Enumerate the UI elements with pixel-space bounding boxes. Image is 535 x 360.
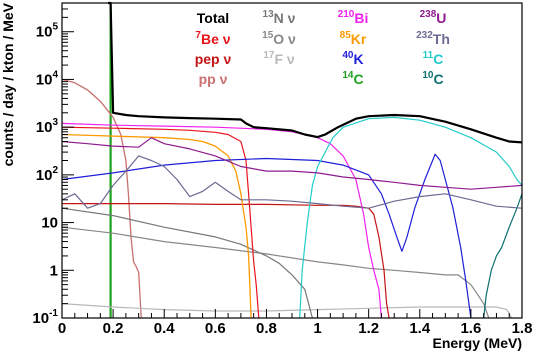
y-tick-label: 10: [41, 215, 58, 232]
x-tick-label: 1.4: [409, 320, 431, 337]
legend-entry: 10C: [422, 70, 443, 87]
legend-entry: 17F ν: [263, 50, 295, 67]
series-line-13n: [61, 207, 313, 319]
x-tick-label: 1.2: [358, 320, 379, 337]
x-tick-label: 1.6: [460, 320, 481, 337]
axes-layer: 0 0.2 0.4 0.6 0.8 1 1.2 1.4 1.6 1.810510410310210…: [32, 8, 533, 337]
series-line-11c: [299, 116, 523, 319]
series-line-40k: [61, 153, 472, 319]
legend-entry: 11C: [423, 50, 444, 67]
series-line-85kr: [61, 133, 252, 319]
series-line-238u: [61, 137, 523, 190]
series-line-10c: [483, 193, 523, 319]
y-tick-label: 102: [36, 165, 59, 184]
legend-entry: 232Th: [416, 30, 450, 47]
legend-entry: 13N ν: [263, 9, 296, 26]
legend-entry: 15O ν: [262, 30, 296, 47]
legend-entry: 14C: [342, 70, 363, 87]
legend-entry: 7Be ν: [195, 30, 230, 47]
series-line-pp: [61, 78, 142, 319]
series-line-total: [108, 1, 523, 144]
legend-entry: 85Kr: [340, 30, 367, 47]
y-axis-label: counts / day / kton / MeV: [0, 2, 16, 166]
legend-entry: Total: [197, 10, 229, 26]
x-tick-label: 1.8: [512, 320, 533, 337]
x-tick-label: 1: [313, 320, 321, 337]
y-tick-label: 1: [50, 262, 58, 279]
legend-entry: 210Bi: [338, 9, 369, 26]
series-line-7be: [61, 126, 260, 319]
y-tick-label: 104: [36, 69, 59, 88]
y-tick-label: 105: [36, 22, 59, 41]
legend: Total 7Be ν pep ν pp ν 13N ν 15O ν 17F ν 210Bi 8…: [195, 9, 450, 87]
legend-entry: 40K: [342, 50, 363, 67]
x-tick-label: 0.4: [154, 320, 176, 337]
x-tick-label: 0.2: [103, 320, 124, 337]
x-tick-label: 0.6: [205, 320, 226, 337]
legend-entry: pp ν: [199, 71, 228, 87]
x-axis-label: Energy (MeV): [433, 335, 522, 351]
x-tick-label: 0.8: [256, 320, 277, 337]
legend-entry: 238U: [420, 9, 447, 26]
series-line-232th: [61, 155, 523, 209]
series-line-pep: [62, 203, 390, 319]
series-line-15o: [61, 226, 490, 319]
y-tick-label: 10-1: [32, 308, 58, 327]
legend-entry: pep ν: [195, 51, 232, 67]
x-tick-label: 0: [58, 320, 66, 337]
y-tick-label: 103: [36, 117, 59, 136]
